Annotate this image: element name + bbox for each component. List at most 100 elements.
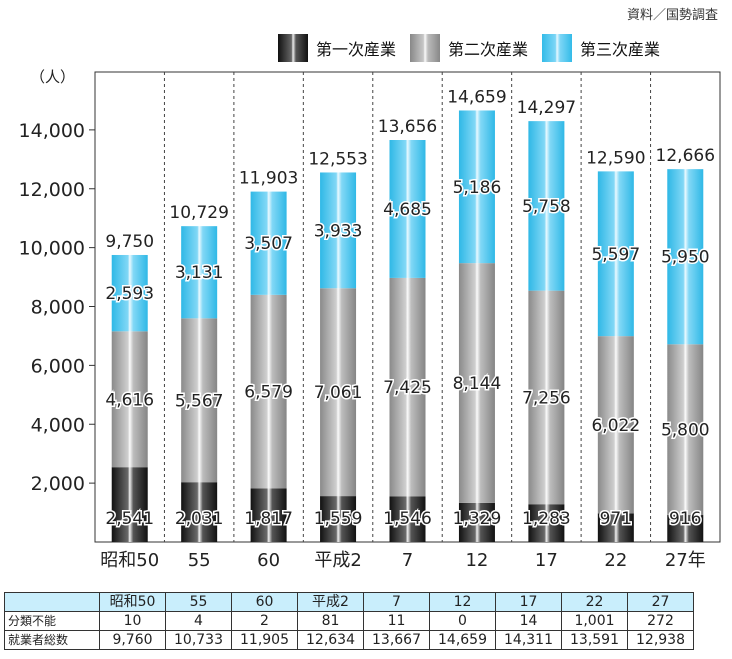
table-header-cell — [4, 592, 100, 612]
y-tick-label: 14,000 — [19, 120, 85, 142]
y-tick-label: 8,000 — [31, 297, 85, 319]
table-cell: 9,760 — [99, 630, 166, 650]
table-cell: 11 — [363, 611, 430, 631]
table-cell: 0 — [429, 611, 496, 631]
supplement-table: 昭和50 55 60 平成2 7 12 17 22 27 分類不能 10 4 2 81 11 0 14 1,001… — [4, 592, 694, 650]
x-tick-label: 平成2 — [314, 550, 361, 571]
bar-tertiary — [528, 121, 565, 291]
table-cell: 14,659 — [429, 630, 496, 650]
bar-secondary — [111, 331, 148, 468]
bar-tertiary — [667, 169, 704, 345]
table-cell: 13,591 — [561, 630, 628, 650]
legend-label-tertiary: 第三次産業 — [580, 40, 661, 59]
total-label: 11,903 — [239, 169, 298, 189]
bar-primary — [320, 496, 357, 542]
segment-label-primary: 1,329 — [453, 509, 502, 529]
table-row-label: 分類不能 — [4, 611, 100, 631]
table-header-cell: 平成2 — [297, 592, 364, 612]
segment-label-tertiary: 4,685 — [383, 200, 432, 220]
bar-secondary — [597, 336, 634, 514]
bar-primary — [111, 467, 148, 542]
segment-label-primary: 1,559 — [314, 509, 363, 529]
x-tick-label: 17 — [535, 550, 558, 571]
y-tick-label: 2,000 — [31, 473, 85, 495]
table-header-cell: 7 — [363, 592, 430, 612]
bar-tertiary — [111, 254, 148, 332]
legend-swatch-tertiary — [542, 34, 573, 62]
supplement-table-body: 昭和50 55 60 平成2 7 12 17 22 27 分類不能 10 4 2 81 11 0 14 1,001… — [4, 592, 694, 650]
segment-label-tertiary: 2,593 — [105, 284, 154, 304]
table-row: 就業者総数 9,760 10,733 11,905 12,634 13,667 14,659… — [4, 630, 694, 650]
table-row-label: 就業者総数 — [4, 630, 100, 650]
total-label: 13,656 — [378, 117, 437, 137]
bar-tertiary — [320, 172, 357, 289]
x-axis: 昭和50 55 60 平成2 7 12 17 22 27年 — [100, 550, 705, 571]
segment-label-secondary: 7,425 — [383, 378, 432, 398]
table-cell: 10 — [99, 611, 166, 631]
stacked-bar-chart: 2,000 4,000 6,000 8,000 10,000 12,000 14,000 昭… — [19, 71, 721, 571]
bar-primary — [389, 496, 426, 542]
x-tick-label: 22 — [604, 550, 627, 571]
segment-label-secondary: 6,022 — [591, 416, 640, 436]
segment-label-tertiary: 3,933 — [314, 221, 363, 241]
segment-label-secondary: 7,256 — [522, 388, 571, 408]
table-cell: 13,667 — [363, 630, 430, 650]
table-header-cell: 55 — [165, 592, 232, 612]
table-header-cell: 27 — [627, 592, 694, 612]
table-header-cell: 22 — [561, 592, 628, 612]
y-tick-label: 4,000 — [31, 414, 85, 436]
legend: 第一次産業 第二次産業 第三次産業 — [278, 34, 674, 62]
segment-label-tertiary: 3,131 — [175, 263, 224, 283]
segment-label-primary: 971 — [600, 509, 632, 529]
total-label: 12,553 — [308, 149, 367, 169]
total-label: 12,666 — [656, 146, 715, 166]
source-note: 資料／国勢調査 — [626, 8, 718, 23]
segment-label-tertiary: 5,186 — [453, 178, 502, 198]
y-tick-label: 12,000 — [19, 179, 85, 201]
bar-primary — [597, 513, 634, 542]
bar-tertiary — [181, 226, 218, 319]
x-tick-label: 55 — [188, 550, 211, 571]
legend-label-primary: 第一次産業 — [316, 40, 397, 59]
total-label: 14,297 — [517, 98, 576, 118]
bar-primary — [667, 515, 704, 542]
table-cell: 10,733 — [165, 630, 232, 650]
x-tick-label: 60 — [257, 550, 280, 571]
table-cell: 1,001 — [561, 611, 628, 631]
y-axis: 2,000 4,000 6,000 8,000 10,000 12,000 14,000 — [19, 120, 95, 495]
x-tick-label: 昭和50 — [100, 550, 159, 571]
table-cell: 272 — [627, 611, 694, 631]
bar-secondary — [250, 294, 287, 489]
bar-secondary — [667, 344, 704, 516]
bar-primary — [181, 482, 218, 542]
segment-label-primary: 2,031 — [175, 509, 224, 529]
bar-secondary — [389, 277, 426, 497]
legend-item-tertiary: 第三次産業 — [542, 34, 660, 62]
segment-label-tertiary: 5,597 — [591, 245, 640, 265]
bar-primary — [458, 502, 495, 542]
bar-tertiary — [597, 171, 634, 337]
x-tick-label: 7 — [402, 550, 413, 571]
table-header-row: 昭和50 55 60 平成2 7 12 17 22 27 — [4, 592, 694, 612]
table-header-cell: 12 — [429, 592, 496, 612]
data-labels: 2,541 4,616 2,593 9,750 2,031 5,567 3,131 10,72… — [104, 87, 715, 530]
y-tick-label: 6,000 — [31, 355, 85, 377]
bar-secondary — [528, 290, 565, 505]
bar-secondary — [320, 288, 357, 497]
bar-tertiary — [389, 140, 426, 278]
segment-label-primary: 2,541 — [105, 509, 154, 529]
table-header-cell: 昭和50 — [99, 592, 166, 612]
segment-label-secondary: 5,800 — [661, 421, 710, 441]
bar-secondary — [458, 263, 495, 503]
bar-primary — [250, 488, 287, 542]
table-header-cell: 17 — [495, 592, 562, 612]
table-cell: 14 — [495, 611, 562, 631]
y-axis-unit: （人） — [30, 68, 76, 86]
table-cell: 12,938 — [627, 630, 694, 650]
segment-label-tertiary: 5,758 — [522, 197, 571, 217]
segment-label-primary: 916 — [669, 509, 701, 529]
segment-label-secondary: 7,061 — [314, 383, 363, 403]
table-cell: 14,311 — [495, 630, 562, 650]
bar-secondary — [181, 318, 218, 483]
table-cell: 12,634 — [297, 630, 364, 650]
